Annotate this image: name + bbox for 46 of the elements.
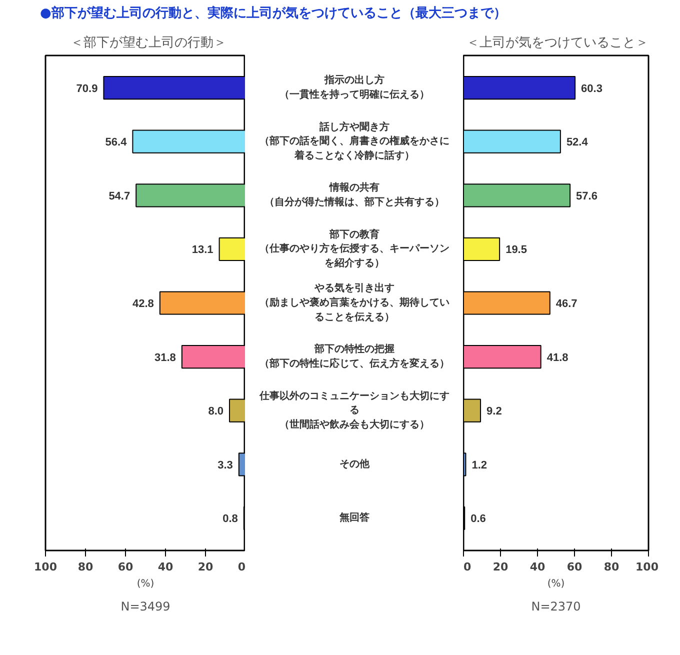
x-tick-label: 20 (198, 560, 214, 574)
data-label: 9.2 (486, 406, 502, 418)
data-label: 42.8 (132, 298, 154, 310)
y-tick-label: 部下の教育（仕事のやり方を伝授する、キーパーソンを紹介する） (260, 228, 450, 269)
text: N=3499 (120, 600, 170, 614)
x-tick-label: 60 (118, 560, 134, 574)
y-tick-label: 無回答 (338, 512, 370, 524)
text: N=2370 (531, 600, 581, 614)
data-label: 1.2 (472, 459, 488, 472)
y-tick-label: やる気を引き出す（励ましや褒め言葉をかける、期待していることを伝える） (260, 282, 450, 323)
data-label: 54.7 (108, 190, 130, 202)
y-tick-label: 指示の出し方（一貫性を持って明確に伝える） (280, 74, 430, 100)
data-label: 19.5 (506, 244, 527, 256)
data-label: 41.8 (546, 352, 568, 364)
x-tick-label: 0 (464, 560, 472, 574)
data-label: 8.0 (208, 406, 224, 418)
data-label: 3.3 (218, 459, 233, 472)
data-label: 0.6 (470, 513, 486, 526)
y-tick-label: 話し方や聞き方（部下の話を聞く、肩書きの権威をかさに着ることなく冷静に話す） (260, 120, 450, 162)
data-label: 60.3 (581, 82, 602, 95)
x-tick-label: 80 (604, 560, 620, 574)
data-label: 52.4 (566, 136, 589, 149)
data-label: 13.1 (192, 244, 214, 256)
x-tick-label: 100 (636, 560, 659, 574)
x-tick-label: 100 (34, 560, 58, 574)
x-tick-label: 20 (492, 560, 508, 574)
chart-subtitle: ＜部下が望む上司の行動＞ (70, 36, 226, 50)
data-label: 31.8 (154, 352, 176, 364)
y-tick-label: その他 (340, 458, 370, 470)
x-tick-label: 40 (530, 560, 546, 574)
x-axis-title: (%) (547, 578, 565, 590)
x-tick-label: 80 (78, 560, 94, 574)
x-tick-label: 40 (158, 560, 174, 574)
y-tick-label: 部下の特性の把握（部下の特性に応じて、伝え方を変える） (260, 343, 450, 370)
x-axis-title: (%) (136, 578, 154, 590)
data-label: 56.4 (105, 136, 128, 149)
data-label: 46.7 (556, 298, 578, 310)
y-tick-label: 情報の共有（自分が得た情報は、部下と共有する） (264, 182, 444, 208)
data-label: 57.6 (576, 190, 598, 202)
chart-title: ＜上司が気をつけていること＞ (466, 36, 648, 50)
data-label: 70.9 (76, 82, 98, 95)
x-tick-label: 0 (238, 560, 246, 574)
text: ●部下が望む上司の行動と、実際に上司が気をつけていること（最大三つまで） (40, 5, 506, 23)
data-label: 0.8 (222, 513, 238, 526)
x-tick-label: 60 (566, 560, 582, 574)
y-tick-label: 仕事以外のコミュニケーションも大切にする（世間話や飲み会も大切にする） (258, 390, 450, 430)
